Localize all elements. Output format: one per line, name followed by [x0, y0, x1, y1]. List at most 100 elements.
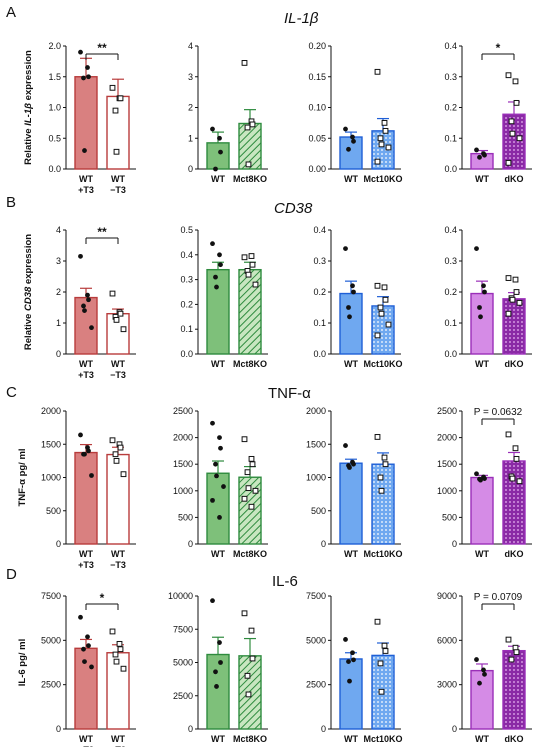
chart-0-2-point-0-3	[346, 146, 351, 152]
chart-2-1-xlabel-1: Mct8KO	[233, 549, 267, 559]
chart-0-0-ytick-label: 1.0	[48, 103, 61, 113]
chart-2-0-xlabel-1: WT	[111, 549, 125, 559]
chart-1-1-point-1-4	[245, 271, 252, 278]
chart-2-2-point-1-2	[382, 461, 389, 468]
chart-0-2-ytick-label: 0.00	[308, 164, 326, 174]
chart-1-2-xlabel-1: Mct10KO	[363, 359, 402, 369]
chart-3-1: 0 2500 5000 7500 10000 WT Mct8KO	[168, 591, 268, 744]
chart-3-2-point-1-2	[382, 648, 389, 654]
chart-1-2-xlabel-0: WT	[344, 359, 358, 369]
row-title-a: IL-1β	[284, 10, 319, 27]
chart-1-2-point-1-4	[378, 310, 385, 317]
chart-0-1-ytick-label: 1	[188, 133, 193, 143]
chart-1-3-point-0-3	[477, 305, 482, 310]
chart-2-2-point-1-3	[377, 474, 384, 481]
chart-1-0-ytick-label: 2	[56, 287, 61, 297]
chart-3-1-ytick-label: 0	[188, 724, 193, 734]
chart-3-1-bar-0	[206, 653, 230, 730]
chart-3-1-point-0-1	[217, 640, 222, 645]
chart-2-3-point-1-1	[512, 445, 519, 452]
chart-2-1-ytick-label: 2500	[173, 406, 193, 416]
chart-2-3-bar-1	[502, 460, 526, 545]
chart-1-2-point-0-3	[346, 305, 351, 310]
chart-0-3-point-0-3	[477, 154, 482, 160]
chart-2-0-point-0-2	[86, 448, 91, 454]
chart-2-0-point-0-5	[89, 473, 94, 478]
chart-0-3-point-0-0	[474, 147, 479, 153]
chart-1-3-point-0-0	[474, 246, 479, 252]
chart-1-3-xlabel-0: WT	[475, 359, 489, 369]
chart-1-1: 0.0 0.1 0.2 0.3 0.4 0.5 WT Mct8KO	[180, 225, 268, 369]
chart-3-1-point-0-0	[210, 598, 215, 604]
chart-2-3-point-0-4	[478, 477, 483, 483]
chart-1-2: 0.0 0.1 0.2 0.3 0.4 WT Mct10KO	[313, 225, 402, 369]
chart-0-2-point-0-0	[343, 126, 348, 132]
chart-3-3-p-value: P = 0.0709	[474, 592, 523, 603]
chart-2-1-point-1-7	[248, 503, 255, 510]
chart-2-2-point-0-4	[347, 465, 352, 470]
chart-2-0-ytick-label: 1000	[41, 473, 61, 483]
chart-0-0-ylabel-prefix: Relative	[23, 126, 34, 165]
panel-letter-c: C	[6, 384, 17, 401]
chart-2-2-ytick-label: 1500	[306, 439, 326, 449]
chart-1-3-xlabel-1: dKO	[505, 359, 524, 369]
chart-1-1-ytick-label: 0.3	[180, 275, 193, 285]
chart-1-2-point-1-1	[381, 284, 388, 291]
chart-2-0-ytick-label: 2000	[41, 406, 61, 416]
chart-0-0-ylabel-suffix: expression	[23, 50, 34, 103]
chart-2-0-point-1-2	[117, 444, 124, 451]
chart-2-1-point-1-1	[248, 455, 255, 462]
chart-3-0-point-0-3	[81, 646, 86, 652]
chart-2-2: 0 500 1000 1500 2000 WT Mct10KO	[306, 406, 403, 559]
chart-0-2-point-1-6	[374, 158, 381, 165]
row-title-b: CD38	[274, 200, 313, 217]
chart-3-1-point-0-2	[218, 660, 223, 665]
chart-0-0-xlabel-1: −T3	[110, 185, 126, 195]
chart-0-3-point-1-6	[505, 159, 512, 166]
chart-0-1-xlabel-1: Mct8KO	[233, 174, 267, 184]
chart-0-3-point-1-2	[513, 99, 520, 106]
chart-1-0-bar-0	[74, 296, 98, 355]
chart-3-2-ytick-label: 7500	[306, 591, 326, 601]
chart-0-1-point-0-2	[218, 149, 223, 155]
chart-2-0-point-1-3	[112, 451, 119, 458]
chart-0-3-point-1-1	[512, 78, 519, 85]
chart-0-2-point-1-4	[378, 141, 385, 148]
chart-1-1-point-0-4	[214, 284, 219, 290]
chart-1-1-point-1-1	[248, 253, 255, 259]
chart-3-0-ytick-label: 0	[56, 724, 61, 734]
chart-3-1-point-1-0	[241, 610, 248, 617]
chart-3-0-point-1-3	[112, 651, 119, 658]
chart-1-0-point-0-3	[81, 303, 86, 309]
chart-1-3-ytick-label: 0.0	[444, 349, 457, 359]
chart-2-0-point-1-5	[120, 471, 127, 478]
chart-0-1-ytick-label: 4	[188, 41, 193, 51]
chart-1-2-point-0-1	[350, 283, 355, 289]
chart-2-0-ylabel: TNF-α pg/ ml	[17, 448, 28, 506]
chart-1-0-significance: **	[97, 225, 107, 239]
chart-3-3-point-1-3	[508, 656, 515, 663]
chart-2-1-point-0-2	[218, 445, 223, 451]
chart-0-2-xlabel-0: WT	[344, 174, 358, 184]
chart-0-2: 0.00 0.05 0.10 0.15 0.20 WT Mct10KO	[308, 41, 402, 184]
chart-2-1: 0 500 1000 1500 2000 2500 WT Mct8KO	[173, 406, 268, 559]
chart-0-3-point-0-2	[482, 152, 487, 158]
chart-2-0-point-1-4	[113, 457, 120, 464]
chart-3-3-ytick-label: 3000	[437, 680, 457, 690]
chart-0-3-significance: *	[496, 41, 501, 55]
chart-0-2-bar-0	[339, 136, 363, 170]
chart-0-0-bar-1	[106, 95, 130, 170]
chart-0-2-point-1-2	[382, 127, 389, 134]
chart-2-1-point-0-0	[210, 420, 215, 426]
chart-1-2-point-0-0	[343, 246, 348, 252]
chart-3-3-point-0-1	[481, 667, 486, 673]
chart-0-0-xlabel-1: WT	[111, 174, 125, 184]
chart-1-0-point-0-1	[85, 292, 90, 298]
chart-2-3-ytick-label: 2000	[437, 433, 457, 443]
chart-2-1-point-1-4	[245, 485, 252, 492]
chart-1-0-point-0-5	[89, 325, 94, 331]
chart-3-2-ytick-label: 0	[321, 724, 326, 734]
chart-3-0-xlabel-1: −T3	[110, 745, 126, 747]
chart-3-0-significance: *	[100, 591, 105, 605]
chart-3-1-ytick-label: 7500	[173, 624, 193, 634]
